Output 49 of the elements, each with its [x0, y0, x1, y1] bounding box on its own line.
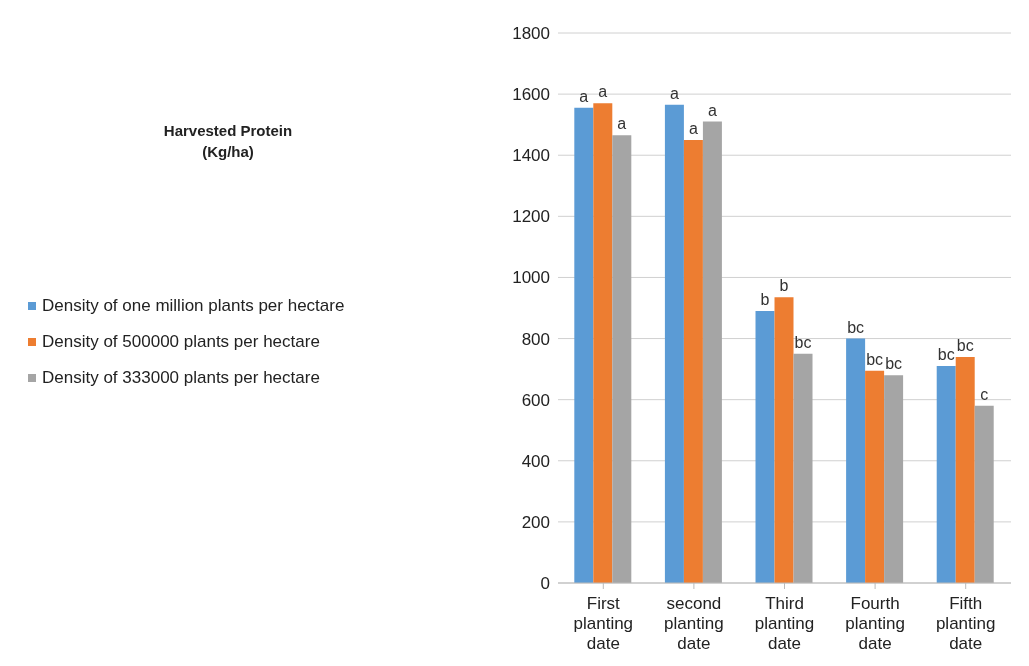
data-label: bc — [794, 333, 812, 351]
data-label: a — [688, 119, 698, 137]
x-tick-label: Third planting date — [754, 594, 815, 653]
x-tick-label: Fifth planting date — [935, 594, 996, 653]
y-tick-label: 1400 — [512, 146, 550, 166]
bar — [955, 356, 975, 583]
data-label: a — [579, 87, 589, 105]
data-label: bc — [937, 346, 955, 364]
y-tick-label: 600 — [521, 390, 550, 410]
y-tick-label: 1800 — [512, 24, 550, 44]
legend-label: Density of 500000 plants per hectare — [42, 332, 320, 352]
data-label: bc — [866, 350, 884, 368]
y-tick-label: 1000 — [512, 268, 550, 288]
bar — [593, 103, 613, 583]
y-tick-label: 1600 — [512, 85, 550, 105]
data-label: c — [980, 385, 989, 403]
x-tick-label: second planting date — [664, 594, 724, 653]
legend-label: Density of 333000 plants per hectare — [42, 368, 320, 388]
bar — [774, 297, 794, 583]
data-label: bc — [885, 355, 903, 373]
text: Harvested Protein (Kg/ha) — [162, 121, 294, 162]
data-label: b — [779, 277, 789, 295]
data-label: a — [707, 101, 717, 119]
x-tick-label: Fourth planting date — [845, 594, 905, 653]
data-label: bc — [956, 336, 974, 354]
bar — [974, 405, 994, 583]
bar — [865, 370, 885, 583]
legend-label: Density of one million plants per hectare — [42, 296, 345, 316]
data-label: a — [669, 84, 679, 102]
data-label: bc — [847, 318, 865, 336]
data-label: a — [617, 115, 627, 133]
bar — [612, 135, 632, 583]
y-tick-label: 800 — [521, 329, 550, 349]
y-tick-label: 0 — [540, 574, 550, 594]
y-tick-label: 400 — [521, 451, 550, 471]
bar — [755, 311, 775, 583]
y-tick-label: 200 — [521, 512, 550, 532]
bar — [793, 353, 813, 583]
data-label: b — [760, 291, 770, 309]
bar — [702, 121, 722, 583]
y-tick-label: 1200 — [512, 207, 550, 227]
bar — [936, 366, 956, 583]
bar — [664, 104, 684, 583]
data-label: a — [598, 83, 608, 101]
bar — [574, 107, 594, 583]
x-tick-label: First planting date — [573, 594, 634, 653]
bar — [683, 139, 703, 583]
bar — [884, 375, 904, 583]
bar — [846, 338, 866, 583]
